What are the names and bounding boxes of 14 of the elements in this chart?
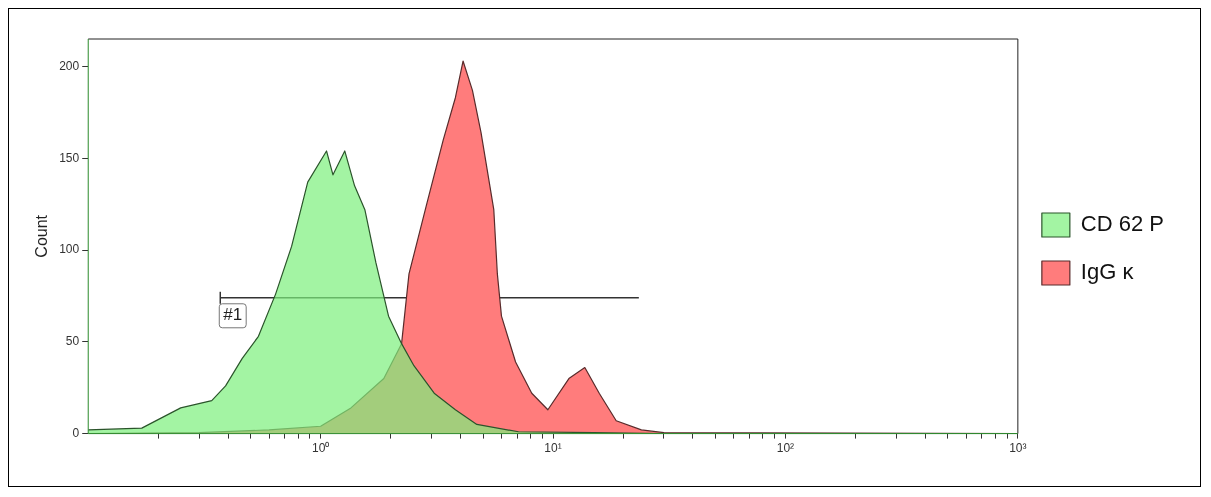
x-tick-label: 10⁰ xyxy=(311,441,330,456)
x-tick-label: 10² xyxy=(776,441,795,456)
annotation: #1 xyxy=(223,305,243,325)
y-tick-label: 100 xyxy=(59,242,80,257)
legend-label: IgG κ xyxy=(1080,259,1135,285)
y-tick-label: 150 xyxy=(59,150,80,165)
legend-label: CD 62 P xyxy=(1080,211,1165,237)
x-tick-label: 10¹ xyxy=(544,441,562,456)
y-axis-title: Count xyxy=(33,214,51,258)
figure-border: Count CD 62 P IgG κ 10⁰ 10¹ 10² 10³ 0 50 100 150 200 #1 xyxy=(8,8,1201,487)
y-tick-label: 0 xyxy=(72,425,80,440)
y-tick-label: 50 xyxy=(65,334,80,349)
y-tick-label: 200 xyxy=(59,58,80,73)
x-tick-label: 10³ xyxy=(1009,441,1027,456)
